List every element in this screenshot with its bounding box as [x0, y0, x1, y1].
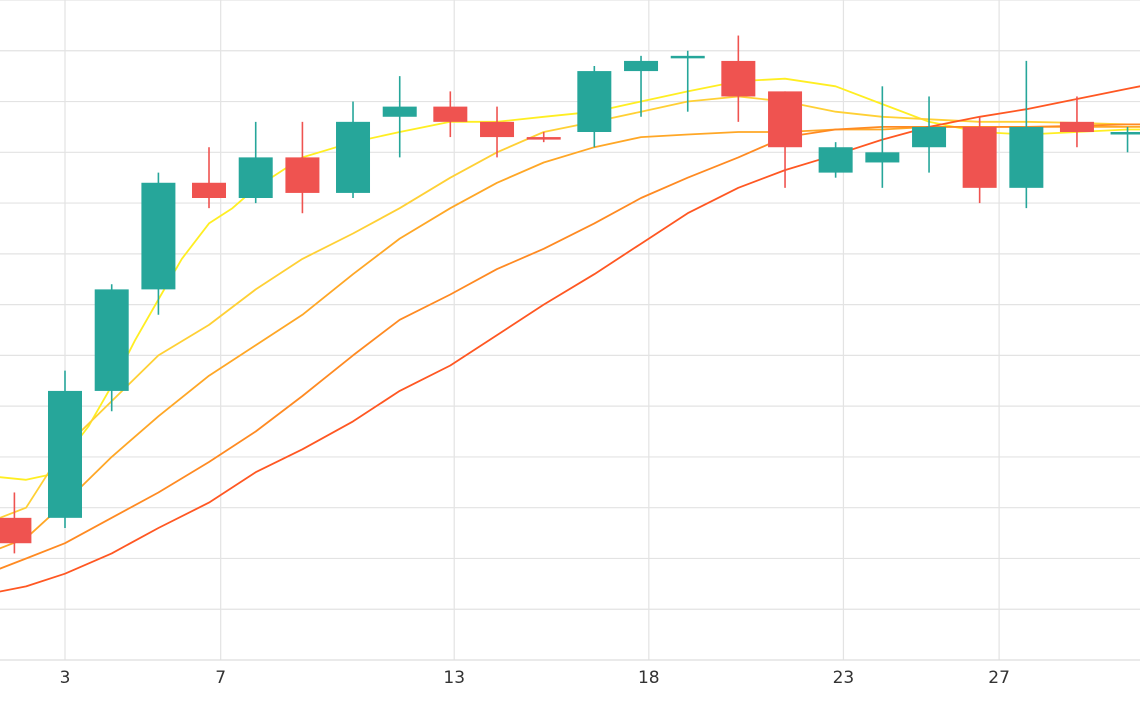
candle — [336, 101, 371, 198]
candle-body — [1009, 126, 1044, 188]
candle-body — [141, 182, 176, 290]
candle-body — [1110, 132, 1140, 135]
candles — [0, 35, 1140, 554]
candle — [912, 96, 947, 173]
candle-body — [721, 60, 756, 97]
candle — [721, 35, 756, 122]
candle — [1059, 96, 1094, 148]
candle-body — [865, 152, 900, 163]
candle — [526, 132, 561, 143]
x-tick-label: 23 — [833, 668, 855, 688]
candle-body — [336, 121, 371, 193]
candle — [285, 121, 320, 214]
candle — [480, 106, 515, 158]
moving-average-lines — [0, 77, 1140, 593]
candle-body — [480, 121, 515, 138]
ma-line-2 — [0, 95, 1140, 519]
candle — [1110, 126, 1140, 153]
x-axis: 3 7 13 18 23 27 — [60, 668, 1010, 688]
candle — [47, 370, 82, 528]
candle — [962, 116, 997, 204]
candle — [624, 55, 659, 117]
candle-body — [1059, 121, 1094, 132]
candle — [0, 492, 32, 554]
candle-body — [526, 137, 561, 140]
x-tick-label: 18 — [638, 668, 660, 688]
candle-body — [192, 182, 227, 198]
candle-body — [670, 55, 705, 59]
candle — [238, 121, 273, 204]
candle-body — [433, 106, 468, 122]
candle — [192, 147, 227, 209]
candle — [818, 142, 853, 178]
candle-body — [47, 390, 82, 518]
ma-line-4 — [0, 123, 1140, 570]
candle-body — [238, 157, 273, 198]
candle — [1009, 60, 1044, 209]
grid — [0, 0, 1140, 661]
candle-body — [768, 91, 803, 148]
x-tick-label: 27 — [988, 668, 1010, 688]
candle-body — [285, 157, 320, 193]
candle — [433, 91, 468, 138]
x-tick-label: 7 — [215, 668, 226, 688]
x-tick-label: 3 — [60, 668, 71, 688]
candle-body — [912, 126, 947, 148]
x-tick-label: 13 — [443, 668, 465, 688]
candle-body — [94, 289, 129, 391]
candle — [670, 50, 705, 112]
candle-body — [382, 106, 417, 117]
candle-body — [962, 126, 997, 188]
candle — [94, 284, 129, 412]
candle — [865, 86, 900, 188]
ma-line-5 — [0, 85, 1140, 593]
candle-body — [0, 517, 32, 544]
candle — [768, 91, 803, 188]
candle — [382, 76, 417, 158]
candle-body — [818, 147, 853, 173]
candle-body — [577, 71, 612, 132]
candle — [577, 66, 612, 148]
candle-body — [624, 60, 659, 72]
candle — [141, 172, 176, 315]
